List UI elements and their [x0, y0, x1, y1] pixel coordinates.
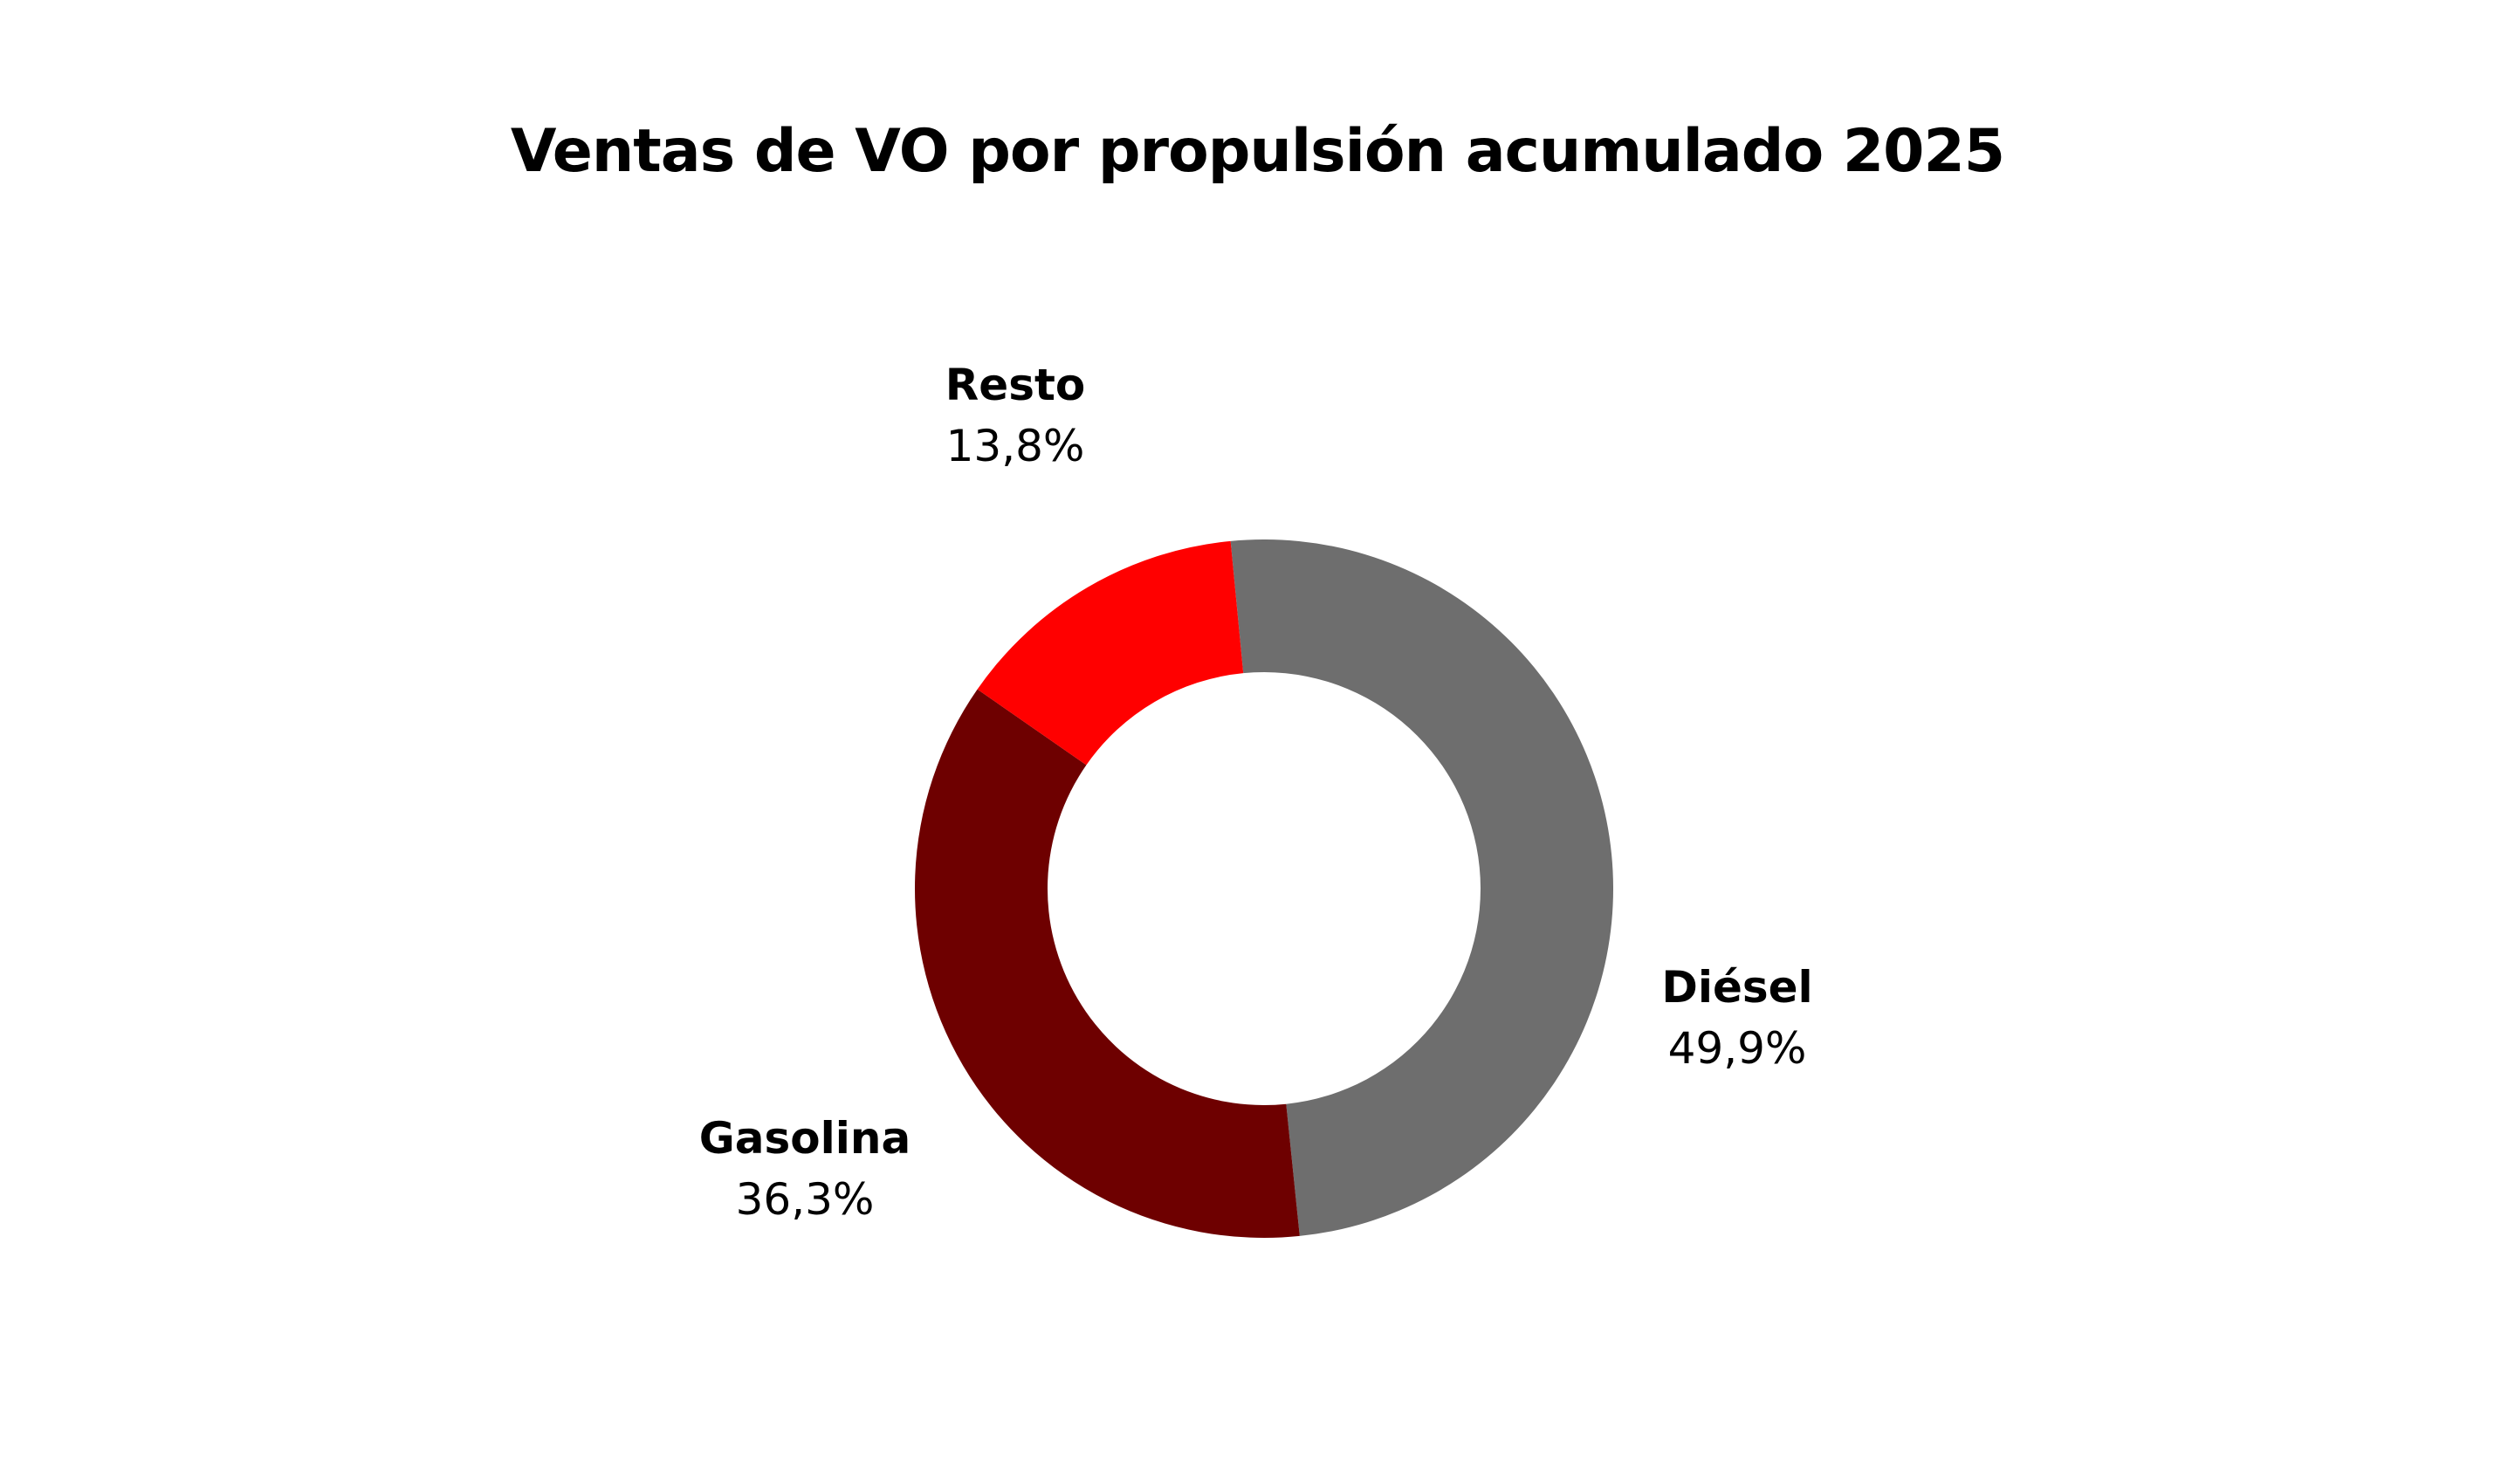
slice-label-diesel: Diésel: [1661, 962, 1812, 1013]
slice-value-gasolina: 36,3%: [736, 1174, 875, 1225]
slice-label-resto: Resto: [945, 360, 1085, 410]
slice-labels: Diésel 49,9% Gasolina 36,3% Resto 13,8%: [699, 360, 1813, 1225]
slice-resto: [977, 540, 1244, 766]
chart-title: Ventas de VO por propulsión acumulado 20…: [510, 117, 2005, 186]
slice-value-resto: 13,8%: [946, 421, 1085, 471]
slice-diesel: [1230, 539, 1614, 1236]
slice-label-gasolina: Gasolina: [699, 1113, 911, 1164]
slice-gasolina: [914, 689, 1300, 1239]
donut-slices: [914, 539, 1614, 1239]
slice-value-diesel: 49,9%: [1668, 1023, 1807, 1074]
